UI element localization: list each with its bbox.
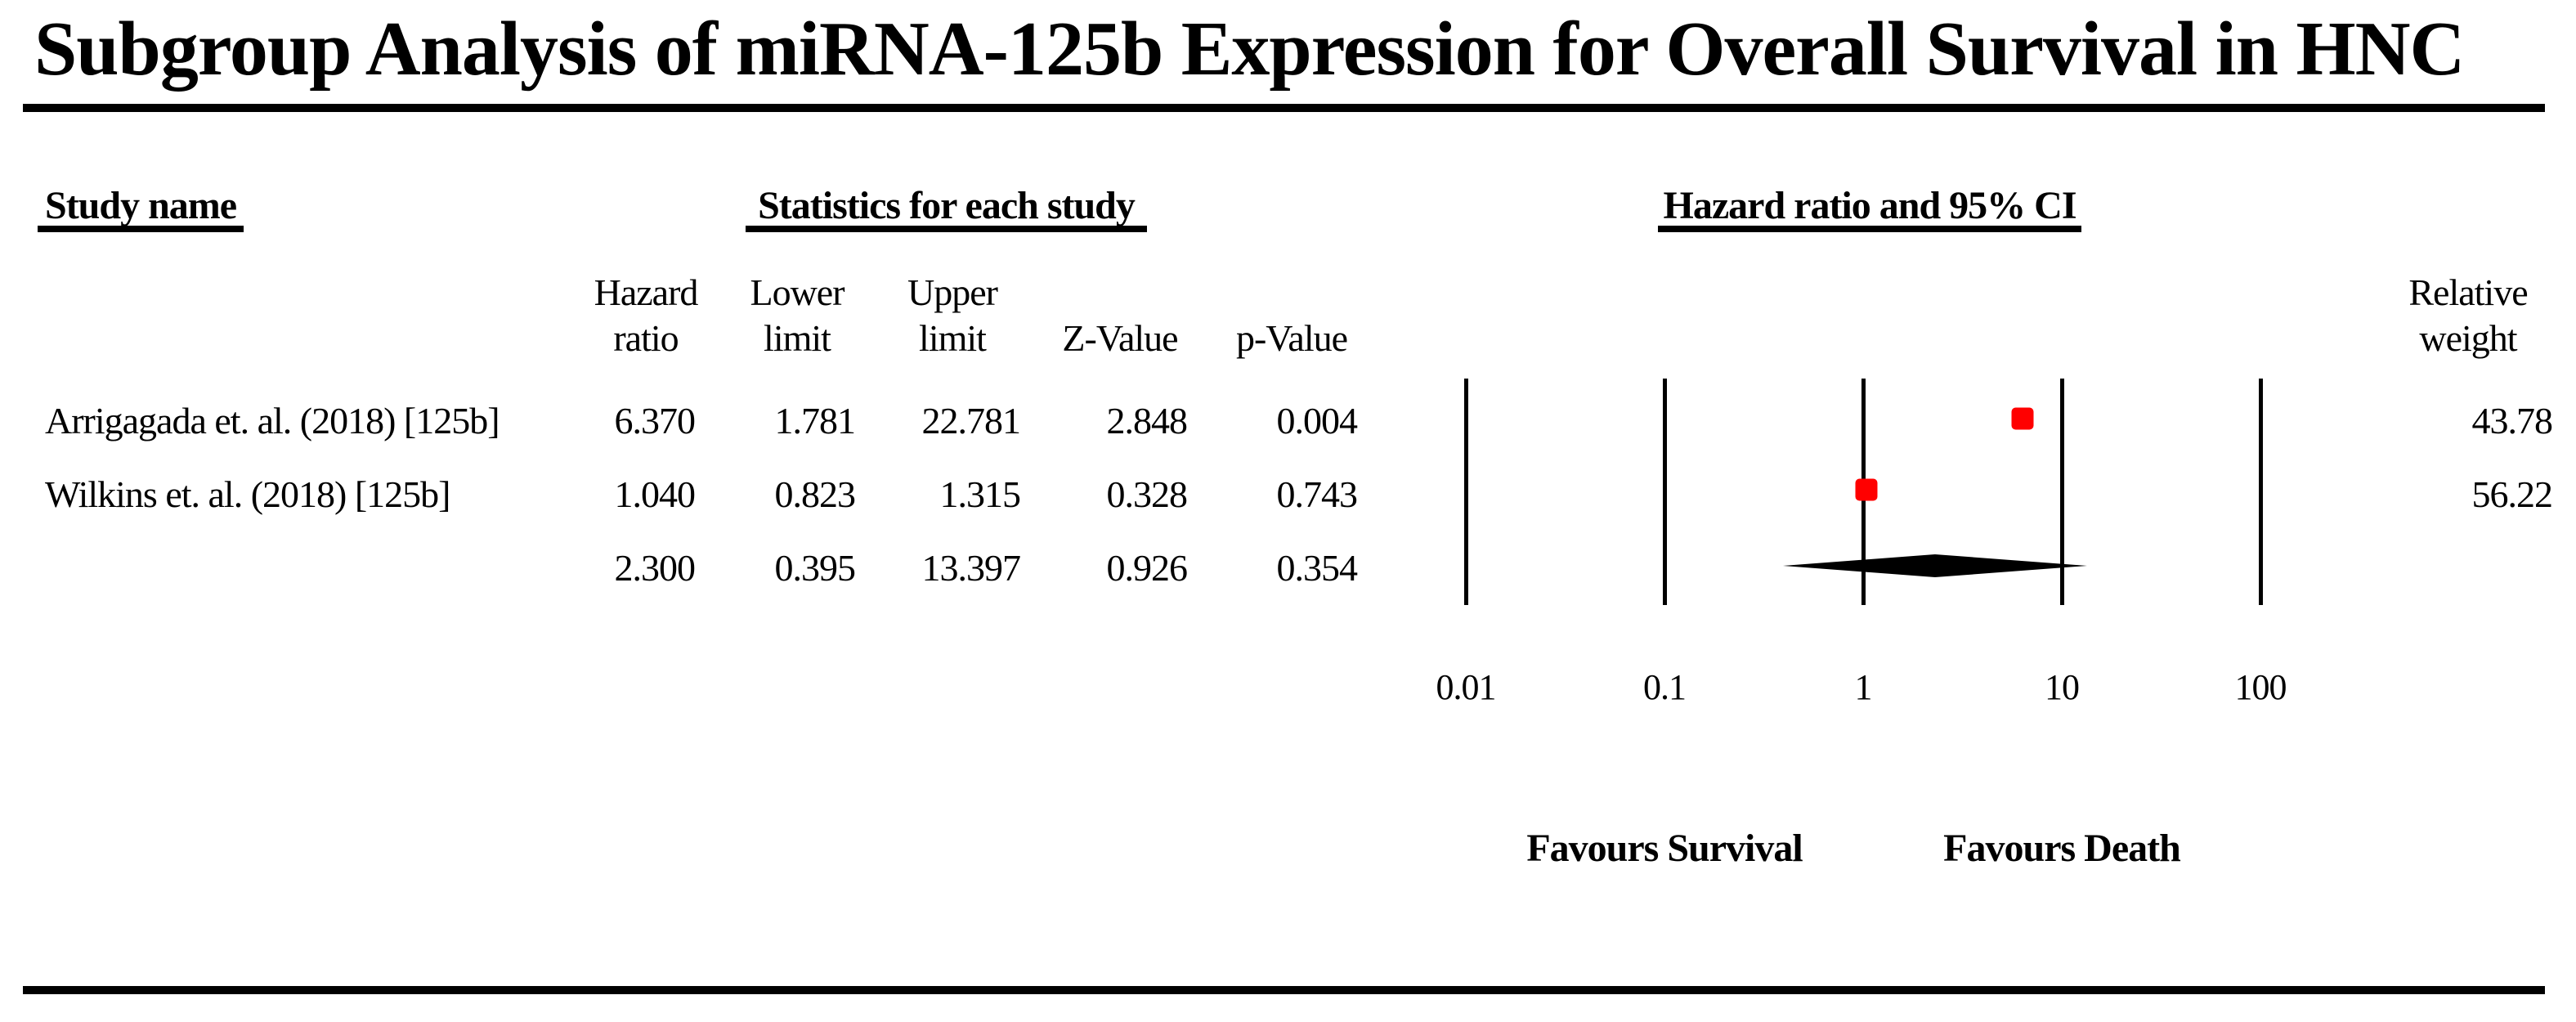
axis-tick-label: 100 xyxy=(2234,667,2287,707)
p-value-cell: 0.004 xyxy=(1276,400,1359,442)
study-name-underline xyxy=(38,226,244,232)
column-header-line xyxy=(1194,270,1390,316)
forest-plot: 0.01 0.1 1 10 100 xyxy=(1436,379,2287,707)
statistics-header: Statistics for each study xyxy=(758,184,1136,227)
column-header-line: Upper xyxy=(907,271,998,313)
column-header-relative-weight: Relative weight xyxy=(2362,270,2574,361)
hazard-ratio-cell: 6.370 xyxy=(614,400,697,442)
hazard-ratio-cell: 1.040 xyxy=(614,473,697,515)
column-header-line: Z-Value xyxy=(1062,317,1178,359)
column-header-line: Hazard xyxy=(594,271,699,313)
column-header-line: Lower xyxy=(750,271,844,313)
column-header-lower-limit: Lower limit xyxy=(699,270,895,361)
column-header-line: limit xyxy=(919,317,987,359)
study-name-header: Study name xyxy=(45,184,237,227)
p-value-cell: 0.354 xyxy=(1276,547,1359,589)
lower-limit-cell: 1.781 xyxy=(774,400,857,442)
statistics-underline xyxy=(746,226,1147,232)
top-divider xyxy=(23,104,2545,112)
upper-limit-cell: 1.315 xyxy=(939,473,1022,515)
upper-limit-cell: 13.397 xyxy=(921,547,1022,589)
upper-limit-cell: 22.781 xyxy=(921,400,1022,442)
axis-tick-label: 10 xyxy=(2045,667,2080,707)
relative-weight-cell: 43.78 xyxy=(2471,400,2554,442)
hazard-ratio-cell: 2.300 xyxy=(614,547,697,589)
axis-tick-label: 0.01 xyxy=(1436,667,1497,707)
page-title: Subgroup Analysis of miRNA-125b Expressi… xyxy=(34,7,2465,92)
axis-gridline xyxy=(1662,379,1667,605)
lower-limit-cell: 0.395 xyxy=(774,547,857,589)
column-header-z-value: Z-Value xyxy=(1022,270,1218,361)
axis-gridline xyxy=(2258,379,2263,605)
favours-death-label: Favours Death xyxy=(1943,827,2181,870)
axis-gridline xyxy=(2059,379,2064,605)
column-header-line: Relative xyxy=(2408,271,2528,313)
summary-diamond xyxy=(1782,554,2087,577)
relative-weight-cell: 56.22 xyxy=(2471,473,2554,515)
study-marker-square xyxy=(2011,407,2034,430)
column-header-line: limit xyxy=(764,317,831,359)
column-header-line: weight xyxy=(2419,317,2517,359)
z-value-cell: 2.848 xyxy=(1106,400,1189,442)
column-header-upper-limit: Upper limit xyxy=(854,270,1051,361)
p-value-cell: 0.743 xyxy=(1276,473,1359,515)
column-header-line: ratio xyxy=(613,317,679,359)
column-header-p-value: p-Value xyxy=(1194,270,1390,361)
study-name-cell: Arrigagada et. al. (2018) [125b] xyxy=(45,400,500,442)
study-marker-square xyxy=(1855,478,1878,501)
hazard-ratio-ci-header: Hazard ratio and 95% CI xyxy=(1663,184,2077,227)
axis-gridline xyxy=(1463,379,1468,605)
favours-survival-label: Favours Survival xyxy=(1526,827,1803,870)
lower-limit-cell: 0.823 xyxy=(774,473,857,515)
hazard-ratio-ci-underline xyxy=(1658,226,2081,232)
axis-tick-label: 1 xyxy=(1854,667,1873,707)
bottom-divider xyxy=(23,986,2545,994)
z-value-cell: 0.328 xyxy=(1106,473,1189,515)
column-header-line xyxy=(1022,270,1218,316)
column-header-hazard-ratio: Hazard ratio xyxy=(548,270,744,361)
study-name-cell: Wilkins et. al. (2018) [125b] xyxy=(45,473,451,515)
z-value-cell: 0.926 xyxy=(1106,547,1189,589)
axis-tick-label: 0.1 xyxy=(1643,667,1687,707)
column-header-line: p-Value xyxy=(1235,317,1348,359)
